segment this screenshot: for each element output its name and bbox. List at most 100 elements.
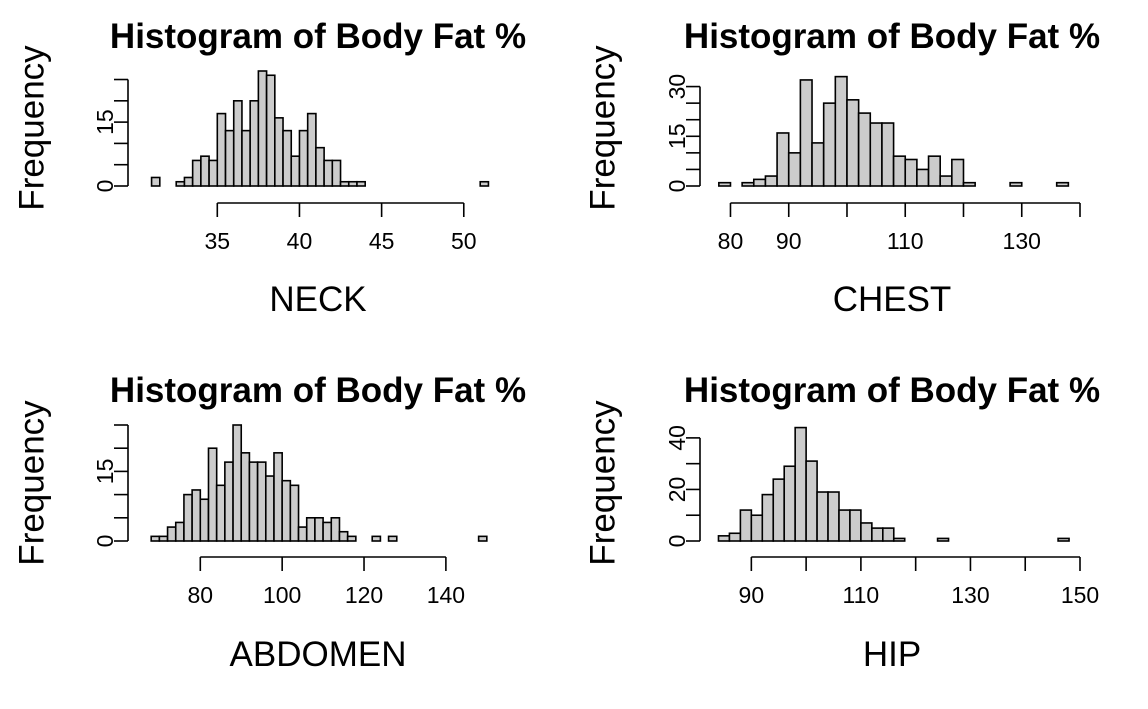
histogram-bar — [158, 535, 169, 542]
histogram-bar — [816, 491, 829, 542]
histogram-bar — [849, 509, 862, 542]
histogram-bar — [306, 112, 317, 187]
x-tick-label: 90 — [739, 582, 765, 608]
histogram-bar — [799, 79, 813, 187]
histogram-bar — [224, 129, 235, 187]
x-tick-label: 35 — [205, 228, 231, 254]
histogram-bar — [860, 522, 873, 542]
histogram-bar — [761, 493, 775, 542]
histogram-panel-chest: Histogram of Body Fat % 0 15 30 80 90 110 130 CH… — [584, 17, 1101, 319]
histogram-bar — [717, 535, 731, 542]
x-tick-label: 80 — [188, 582, 214, 608]
histogram-bar — [264, 475, 275, 542]
histogram-bar — [834, 75, 848, 187]
histogram-bar — [1057, 537, 1070, 542]
histogram-bar — [869, 122, 883, 187]
x-axis-label: HIP — [863, 635, 921, 674]
histogram-bar — [827, 491, 840, 542]
histogram-bar — [805, 460, 818, 542]
histogram-bar — [962, 181, 976, 187]
histogram-bar — [331, 159, 342, 187]
y-tick-label: 15 — [664, 123, 690, 149]
histogram-bar — [871, 527, 884, 542]
histogram-bar — [371, 535, 382, 542]
y-tick-label: 0 — [92, 180, 118, 193]
histogram-bar — [191, 159, 202, 187]
histogram-bar — [739, 509, 753, 542]
histogram-bar — [191, 489, 202, 542]
histogram-bar — [728, 532, 742, 542]
histogram-bar — [939, 175, 953, 187]
histogram-bar — [787, 152, 802, 187]
x-tick-label: 120 — [345, 582, 383, 608]
histogram-bar — [224, 461, 234, 542]
y-axis-label: Frequency — [584, 400, 623, 566]
histogram-bar — [216, 112, 227, 187]
histogram-bar — [857, 112, 872, 187]
histogram-panel-abdomen: Histogram of Body Fat % 0 15 80 100 120 140 ABD… — [13, 371, 527, 674]
histogram-bar — [951, 158, 965, 187]
histogram-bar — [764, 175, 778, 187]
histogram-bar — [240, 452, 251, 542]
histogram-bar — [783, 465, 796, 542]
histogram-bar — [881, 122, 895, 187]
x-axis-label: NECK — [269, 280, 366, 319]
histogram-bar — [356, 180, 366, 187]
histogram-bar — [1055, 181, 1070, 187]
histogram-bar — [200, 155, 210, 187]
histogram-bar — [150, 535, 161, 542]
histogram-bar — [387, 535, 398, 542]
x-axis-label: ABDOMEN — [230, 635, 407, 674]
histogram-bar — [183, 493, 193, 542]
histogram-bar — [794, 426, 807, 542]
histogram-bar — [166, 526, 177, 542]
histogram-bar — [315, 146, 325, 187]
histogram-bar — [927, 155, 941, 187]
y-tick-label: 0 — [664, 535, 690, 548]
histogram-bar — [305, 516, 316, 542]
histogram-bar — [323, 159, 334, 187]
histogram-bar — [297, 526, 308, 542]
x-tick-label: 110 — [843, 582, 880, 608]
histogram-bar — [232, 424, 243, 542]
histogram-bar — [347, 180, 358, 187]
histogram-bar — [150, 176, 161, 187]
histogram-bar — [776, 132, 790, 187]
histogram-bar — [298, 129, 309, 187]
histogram-bar — [718, 181, 732, 187]
x-axis-label: CHEST — [833, 280, 952, 319]
histogram-panel-neck: Histogram of Body Fat % 0 15 35 40 45 50 NECK Fr… — [13, 17, 527, 319]
y-tick-label: 20 — [664, 477, 690, 503]
x-tick-label: 90 — [776, 228, 802, 254]
histogram-bar — [882, 527, 895, 542]
histogram-bar — [846, 99, 860, 187]
y-tick-label: 15 — [92, 459, 118, 485]
y-axis-label: Frequency — [13, 45, 52, 211]
x-tick-label: 140 — [427, 582, 465, 608]
x-tick-label: 110 — [887, 228, 924, 254]
x-tick-label: 50 — [451, 228, 477, 254]
chart-title: Histogram of Body Fat % — [110, 371, 526, 410]
histogram-bar — [281, 479, 292, 542]
histogram-bar — [290, 155, 301, 187]
histogram-bar — [257, 70, 268, 187]
histogram-bar — [248, 461, 259, 542]
histogram-bar — [183, 176, 194, 187]
x-tick-label: 130 — [1003, 228, 1041, 254]
histogram-bar — [282, 129, 293, 187]
x-tick-label: 40 — [287, 228, 313, 254]
histogram-bar — [752, 178, 767, 187]
histogram-bar — [892, 537, 906, 542]
histogram-panel-hip: Histogram of Body Fat % 0 20 40 90 110 130 150 H… — [584, 371, 1101, 674]
histogram-bar — [256, 461, 267, 542]
x-tick-label: 80 — [718, 228, 744, 254]
histogram-bar — [338, 530, 349, 542]
x-tick-label: 150 — [1061, 582, 1099, 608]
chart-title: Histogram of Body Fat % — [684, 371, 1100, 410]
histogram-bar — [208, 159, 219, 187]
histogram-bar — [339, 180, 350, 187]
histogram-bar — [822, 102, 837, 187]
histogram-bar — [199, 498, 210, 542]
x-tick-label: 130 — [951, 582, 989, 608]
